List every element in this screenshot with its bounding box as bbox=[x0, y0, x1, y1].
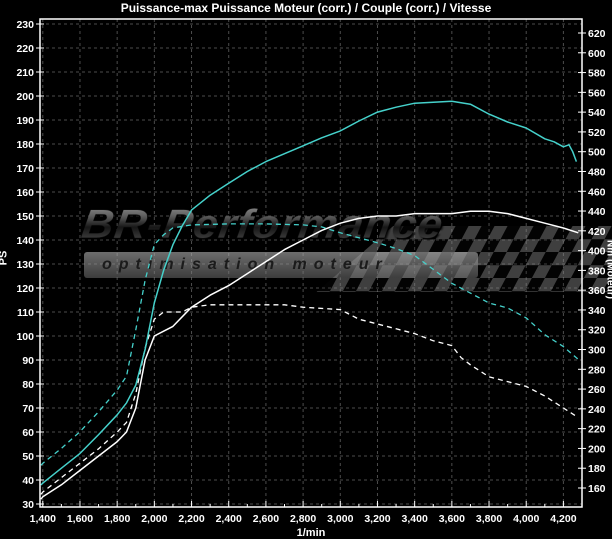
plot-frame bbox=[39, 18, 583, 508]
y-right-tick-label: 200 bbox=[588, 443, 606, 455]
y-right-tick-label: 560 bbox=[588, 87, 606, 99]
y-right-axis-label: Nm (Moteur) bbox=[604, 240, 612, 299]
y-left-tick-label: 70 bbox=[22, 403, 34, 415]
y-left-tick-label: 190 bbox=[16, 115, 34, 127]
y-right-tick-label: 580 bbox=[588, 68, 606, 80]
y-right-tick-label: 460 bbox=[588, 186, 606, 198]
y-right-tick-label: 320 bbox=[588, 325, 606, 337]
y-right-tick-label: 360 bbox=[588, 285, 606, 297]
x-tick-label: 2,600 bbox=[253, 513, 279, 525]
y-right-tick-label: 260 bbox=[588, 384, 606, 396]
y-left-tick-label: 100 bbox=[16, 331, 34, 343]
y-right-tick-label: 220 bbox=[588, 424, 606, 436]
y-left-tick-label: 220 bbox=[16, 43, 34, 55]
y-left-tick-label: 50 bbox=[22, 451, 34, 463]
y-left-axis-label: PS bbox=[0, 250, 10, 266]
y-right-tick-label: 540 bbox=[588, 107, 606, 119]
y-left-tick-label: 120 bbox=[16, 283, 34, 295]
y-right-tick-label: 240 bbox=[588, 404, 606, 416]
x-tick-label: 3,600 bbox=[439, 513, 465, 525]
x-axis-label: 1/min bbox=[297, 527, 326, 539]
y-left-tick-label: 30 bbox=[22, 499, 34, 511]
y-right-tick-label: 180 bbox=[588, 463, 606, 475]
y-left-tick-label: 150 bbox=[16, 211, 34, 223]
x-tick-label: 1,400 bbox=[30, 513, 56, 525]
y-left-tick-label: 90 bbox=[22, 355, 34, 367]
y-right-tick-label: 620 bbox=[588, 28, 606, 40]
y-left-tick-label: 110 bbox=[17, 307, 34, 319]
y-right-tick-label: 380 bbox=[588, 265, 606, 277]
y-right-tick-label: 600 bbox=[588, 48, 606, 60]
y-right-tick-label: 480 bbox=[588, 166, 606, 178]
y-left-tick-label: 140 bbox=[16, 235, 34, 247]
y-left-tick-label: 210 bbox=[16, 67, 34, 79]
chart-title: Puissance-max Puissance Moteur (corr.) /… bbox=[120, 1, 492, 15]
y-right-tick-label: 440 bbox=[588, 206, 606, 218]
y-left-tick-label: 60 bbox=[22, 427, 34, 439]
curve-puissance-corr bbox=[40, 210, 579, 500]
y-right-tick-label: 300 bbox=[588, 345, 606, 357]
x-tick-label: 1,600 bbox=[67, 513, 93, 525]
x-tick-label: 2,800 bbox=[290, 513, 316, 525]
x-tick-label: 2,200 bbox=[178, 513, 204, 525]
curve-couple-ref bbox=[40, 223, 579, 466]
x-tick-label: 3,200 bbox=[364, 513, 390, 525]
y-left-tick-label: 230 bbox=[16, 19, 34, 31]
x-tick-label: 1,800 bbox=[104, 513, 130, 525]
curve-couple-corr bbox=[40, 100, 578, 486]
x-tick-label: 3,000 bbox=[327, 513, 353, 525]
y-right-tick-label: 520 bbox=[588, 127, 606, 139]
y-right-tick-label: 500 bbox=[588, 147, 606, 159]
y-left-tick-label: 130 bbox=[16, 259, 34, 271]
x-tick-label: 3,400 bbox=[402, 513, 428, 525]
y-left-tick-label: 200 bbox=[16, 91, 34, 103]
y-left-tick-label: 160 bbox=[16, 187, 34, 199]
y-right-tick-label: 160 bbox=[588, 483, 606, 495]
y-right-tick-label: 340 bbox=[588, 305, 606, 317]
x-tick-label: 2,400 bbox=[216, 513, 242, 525]
y-right-tick-label: 280 bbox=[588, 364, 606, 376]
x-tick-label: 4,200 bbox=[550, 513, 576, 525]
x-tick-label: 4,000 bbox=[513, 513, 539, 525]
curve-puissance-ref bbox=[40, 304, 579, 495]
y-right-tick-label: 420 bbox=[588, 226, 606, 238]
y-left-tick-label: 170 bbox=[16, 163, 34, 175]
y-left-tick-label: 80 bbox=[22, 379, 34, 391]
x-tick-label: 2,000 bbox=[141, 513, 167, 525]
x-tick-label: 3,800 bbox=[476, 513, 502, 525]
y-right-tick-label: 400 bbox=[588, 246, 606, 258]
y-left-tick-label: 180 bbox=[16, 139, 34, 151]
y-left-tick-label: 40 bbox=[22, 475, 34, 487]
